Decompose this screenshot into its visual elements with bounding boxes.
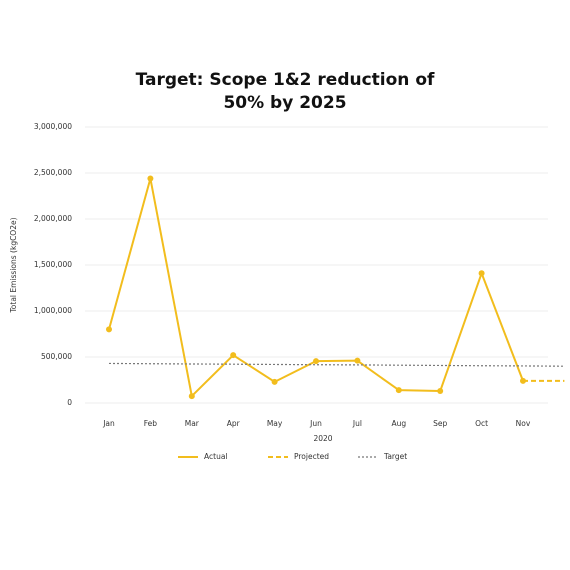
line-dotted	[108, 362, 565, 367]
x-tick-label: May	[267, 419, 283, 428]
x-tick-label: Apr	[227, 419, 241, 428]
x-tick-label: Jul	[352, 419, 362, 428]
x-tick-label: Jun	[309, 419, 322, 428]
x-tick-label: Mar	[185, 419, 200, 428]
y-tick-label: 1,000,000	[34, 306, 72, 315]
y-tick-label: 2,500,000	[34, 168, 72, 177]
y-tick-label: 3,000,000	[34, 122, 72, 131]
marker	[313, 358, 319, 365]
marker	[106, 326, 112, 333]
legend-label: Target	[383, 452, 407, 461]
x-tick-label: Nov	[516, 419, 531, 428]
marker	[271, 378, 278, 385]
chart-title: Target: Scope 1&2 reduction of 50% by 20…	[135, 70, 435, 113]
y-tick-label: 0	[67, 398, 72, 407]
x-tick-label: Oct	[475, 419, 488, 428]
x-tick-label: Feb	[144, 419, 158, 428]
y-axis-label: Total Emissions (kgCO2e)	[9, 217, 18, 313]
marker	[188, 393, 195, 400]
y-tick-label: 2,000,000	[34, 214, 72, 223]
y-tick-label: 500,000	[41, 352, 72, 361]
legend-label: Actual	[204, 452, 228, 461]
x-tick-label: Aug	[391, 419, 406, 428]
x-tick-label: Sep	[433, 419, 447, 428]
x-tick-label: Jan	[102, 419, 115, 428]
x-axis-label: 2020	[313, 434, 332, 443]
marker	[437, 388, 444, 395]
legend-label: Projected	[294, 452, 329, 461]
marker	[147, 175, 154, 182]
y-tick-label: 1,500,000	[34, 260, 72, 269]
marker	[354, 357, 361, 364]
marker	[230, 352, 237, 359]
marker	[395, 387, 402, 394]
marker	[478, 270, 485, 277]
